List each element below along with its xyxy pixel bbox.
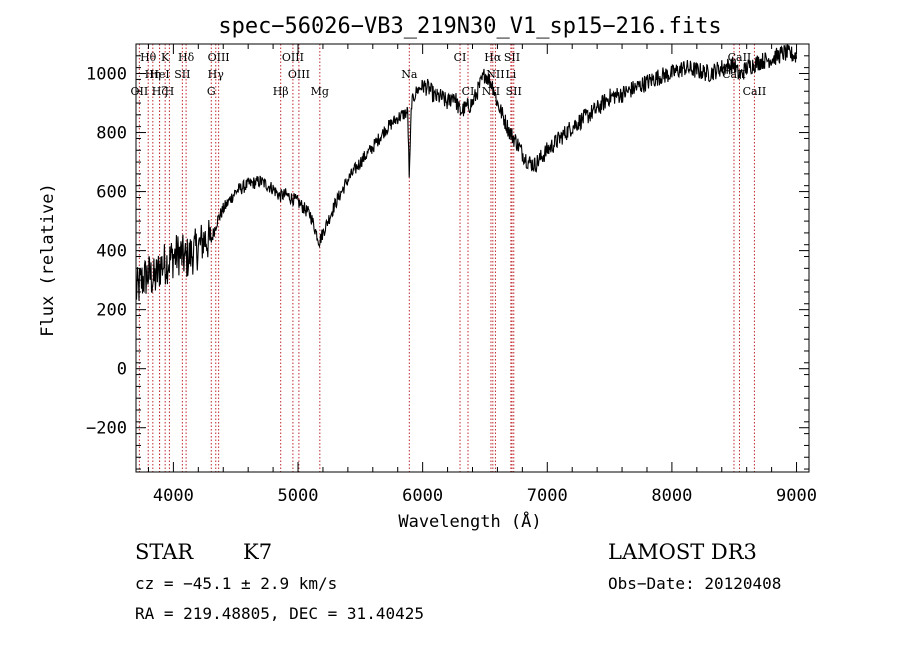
y-tick-label: 600	[96, 183, 127, 203]
spectral-line-label: CaII	[743, 85, 767, 98]
y-tick-label: 0	[117, 360, 127, 380]
y-axis-label: Flux (relative)	[38, 183, 58, 337]
spectral-line-label: OIII	[208, 51, 230, 64]
spectral-line-label: SII	[506, 85, 522, 98]
spectral-line-label: Hγ	[208, 68, 225, 81]
spectral-line-label: H	[165, 85, 175, 98]
x-tick-label: 4000	[153, 486, 194, 506]
y-tick-label: 1000	[86, 65, 127, 85]
y-tick-label: 200	[96, 301, 127, 321]
survey-name: LAMOST DR3	[608, 540, 757, 564]
spectral-line-label: G	[207, 85, 216, 98]
plot-axes: 4000 5000 6000 7000 8000 9000 −200 0 200 400 600 80…	[86, 43, 817, 506]
spectral-line-label: Hδ	[178, 51, 195, 64]
x-axis-label: Wavelength (Å)	[398, 510, 541, 532]
x-tick-label: 8000	[651, 486, 692, 506]
x-tick-label: 9000	[776, 486, 817, 506]
y-tick-label: 400	[96, 242, 127, 262]
spectral-line-label: Hθ	[140, 51, 157, 64]
spectral-line-label: HeI	[149, 68, 169, 81]
spectral-line-label: Li	[505, 68, 516, 81]
x-tick-label: 7000	[527, 486, 568, 506]
spectral-line-label: SII	[504, 51, 520, 64]
y-tick-label: 800	[96, 124, 127, 144]
x-tick-label: 6000	[402, 486, 443, 506]
sky-coordinates: RA = 219.48805, DEC = 31.40425	[135, 604, 424, 623]
spectral-line-label: Hη	[145, 68, 161, 81]
y-tick-label: −200	[86, 419, 127, 439]
spectral-line-label: SII	[174, 68, 190, 81]
spectral-line-label: Hα	[484, 51, 502, 64]
plot-frame	[135, 43, 810, 473]
spectral-line-label: Hβ	[273, 85, 289, 98]
flux-series	[135, 43, 798, 301]
spectral-line-label: OIII	[288, 68, 310, 81]
flux-line	[135, 43, 798, 301]
chart-title: spec−56026−VB3_219N30_V1_sp15−216.fits	[218, 14, 721, 39]
spectral-line-label: K	[161, 51, 170, 64]
spectral-line-label: CI	[454, 51, 467, 64]
observation-date: Obs−Date: 20120408	[608, 574, 781, 593]
spectral-line-label: CI	[462, 85, 475, 98]
spectral-line-label: CaII	[728, 51, 752, 64]
x-tick-label: 5000	[278, 486, 319, 506]
object-class: STAR	[135, 540, 194, 564]
spectral-line-label: Mg	[311, 85, 329, 98]
object-subclass: K7	[243, 540, 272, 564]
redshift-velocity: cz = −45.1 ± 2.9 km/s	[135, 574, 337, 593]
spectral-line-label: Na	[401, 68, 418, 81]
spectral-line-label: OIII	[282, 51, 304, 64]
spectral-line-label: Hζ	[152, 85, 168, 98]
spectral-line-label: NII	[486, 68, 504, 81]
